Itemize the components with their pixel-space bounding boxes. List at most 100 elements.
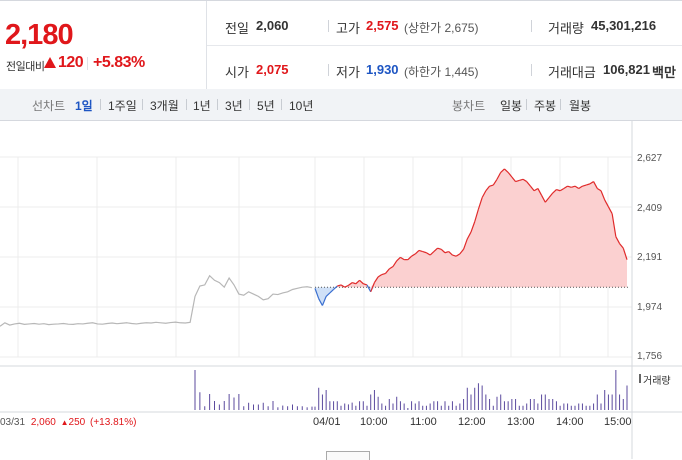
- tab-1week[interactable]: 1주일: [108, 99, 137, 113]
- up-line-segment: [392, 260, 398, 267]
- up-line-segment: [504, 168, 509, 173]
- tab-monthly-candle[interactable]: 월봉: [569, 99, 592, 113]
- up-line-segment: [529, 185, 535, 192]
- volume-label: 거래량: [548, 21, 584, 36]
- down-line-segment: [318, 298, 323, 306]
- down-line-segment: [333, 285, 338, 290]
- prev-day-change: 250: [68, 417, 86, 428]
- up-line-segment: [433, 247, 438, 253]
- tab-weekly-candle[interactable]: 주봉: [534, 99, 557, 113]
- tab-1year[interactable]: 1년: [193, 99, 211, 113]
- up-line-segment: [437, 247, 442, 250]
- up-line-segment: [615, 236, 621, 244]
- up-line-segment: [426, 252, 431, 256]
- up-line-segment: [481, 190, 487, 198]
- up-line-segment: [422, 251, 427, 254]
- quote-summary: 2,180 전일대비 120 +5.83% 전일 2,060 고가 2,575 …: [0, 0, 682, 90]
- up-line-segment: [448, 251, 453, 256]
- up-line-segment: [607, 206, 613, 215]
- amount-label: 거래대금: [548, 65, 596, 80]
- up-line-segment: [526, 181, 531, 187]
- up-line-segment: [519, 178, 524, 181]
- up-line-segment: [340, 284, 346, 288]
- x-tick-label: 04/01: [313, 416, 341, 428]
- up-line-segment: [337, 284, 342, 287]
- tab-10year[interactable]: 10년: [289, 99, 314, 113]
- up-line-segment: [348, 282, 353, 286]
- up-line-segment: [511, 176, 517, 182]
- tab-1day[interactable]: 1일: [75, 99, 93, 113]
- up-line-segment: [507, 172, 513, 178]
- down-area-fill: [315, 287, 627, 306]
- up-line-segment: [344, 284, 349, 288]
- prev-day-date: 03/31: [0, 417, 26, 428]
- volume-legend-label: 거래량: [643, 376, 671, 387]
- volume-legend-marker: [639, 374, 641, 383]
- up-line-segment: [596, 187, 602, 192]
- up-line-segment: [452, 254, 457, 257]
- up-line-segment: [429, 251, 435, 256]
- up-line-segment: [556, 189, 561, 192]
- up-line-segment: [370, 282, 375, 293]
- x-tick-label: 13:00: [507, 416, 535, 428]
- up-line-segment: [489, 184, 494, 187]
- up-line-segment: [500, 168, 505, 173]
- lower-limit: (하한가 1,445): [404, 65, 479, 79]
- up-line-segment: [548, 192, 554, 199]
- stat-separator: [328, 64, 329, 76]
- up-line-segment: [589, 181, 594, 185]
- amount-unit: 백만: [652, 65, 676, 80]
- tab-separator: [100, 99, 101, 110]
- tab-separator: [142, 99, 143, 110]
- previous-day-line: [0, 274, 313, 327]
- up-line-segment: [363, 283, 368, 286]
- line-chart-title: 선차트: [32, 99, 66, 113]
- up-line-segment: [351, 282, 357, 285]
- chart-expand-handle[interactable]: [326, 451, 370, 460]
- tab-3year[interactable]: 3년: [225, 99, 243, 113]
- volume-value: 45,301,216: [591, 18, 657, 33]
- tab-3month[interactable]: 3개월: [150, 99, 179, 113]
- up-line-segment: [522, 178, 528, 183]
- prev-close-label: 전일: [225, 21, 249, 36]
- up-line-segment: [466, 231, 472, 240]
- up-line-segment: [455, 253, 461, 257]
- x-tick-label: 15:00: [604, 416, 632, 428]
- stat-separator: [328, 20, 329, 32]
- up-line-segment: [359, 279, 364, 285]
- tab-daily-candle[interactable]: 일봉: [500, 99, 523, 113]
- change-divider: [87, 57, 88, 70]
- up-line-segment: [385, 268, 390, 274]
- up-line-segment: [470, 221, 476, 233]
- up-line-segment: [492, 178, 498, 186]
- up-triangle-icon: [44, 57, 56, 68]
- up-line-segment: [444, 251, 449, 254]
- y-tick-label: 2,191: [637, 252, 663, 263]
- up-line-segment: [373, 276, 379, 283]
- open-label: 시가: [225, 65, 249, 80]
- up-line-segment: [541, 195, 546, 203]
- up-line-segment: [604, 199, 609, 208]
- down-line-segment: [366, 284, 372, 293]
- change-label: 전일대비: [6, 61, 45, 73]
- up-line-segment: [355, 279, 360, 285]
- price-chart[interactable]: [0, 120, 682, 459]
- y-tick-label: 1,756: [637, 351, 663, 362]
- up-line-segment: [496, 172, 502, 180]
- prev-day-close: 2,060: [30, 417, 56, 428]
- current-price: 2,180: [5, 19, 74, 51]
- up-line-segment: [411, 253, 416, 257]
- down-line-segment: [321, 296, 327, 306]
- tab-separator: [526, 99, 527, 110]
- x-tick-label: 12:00: [458, 416, 486, 428]
- high-value: 2,575: [366, 18, 399, 33]
- up-line-segment: [574, 185, 580, 189]
- tab-separator: [249, 99, 250, 110]
- up-line-segment: [582, 184, 587, 187]
- tab-5year[interactable]: 5년: [257, 99, 275, 113]
- stat-separator: [531, 64, 532, 76]
- y-tick-label: 1,974: [637, 302, 663, 313]
- down-line-segment: [329, 289, 334, 294]
- amount-value: 106,821: [603, 62, 650, 77]
- x-tick-label: 11:00: [410, 416, 437, 428]
